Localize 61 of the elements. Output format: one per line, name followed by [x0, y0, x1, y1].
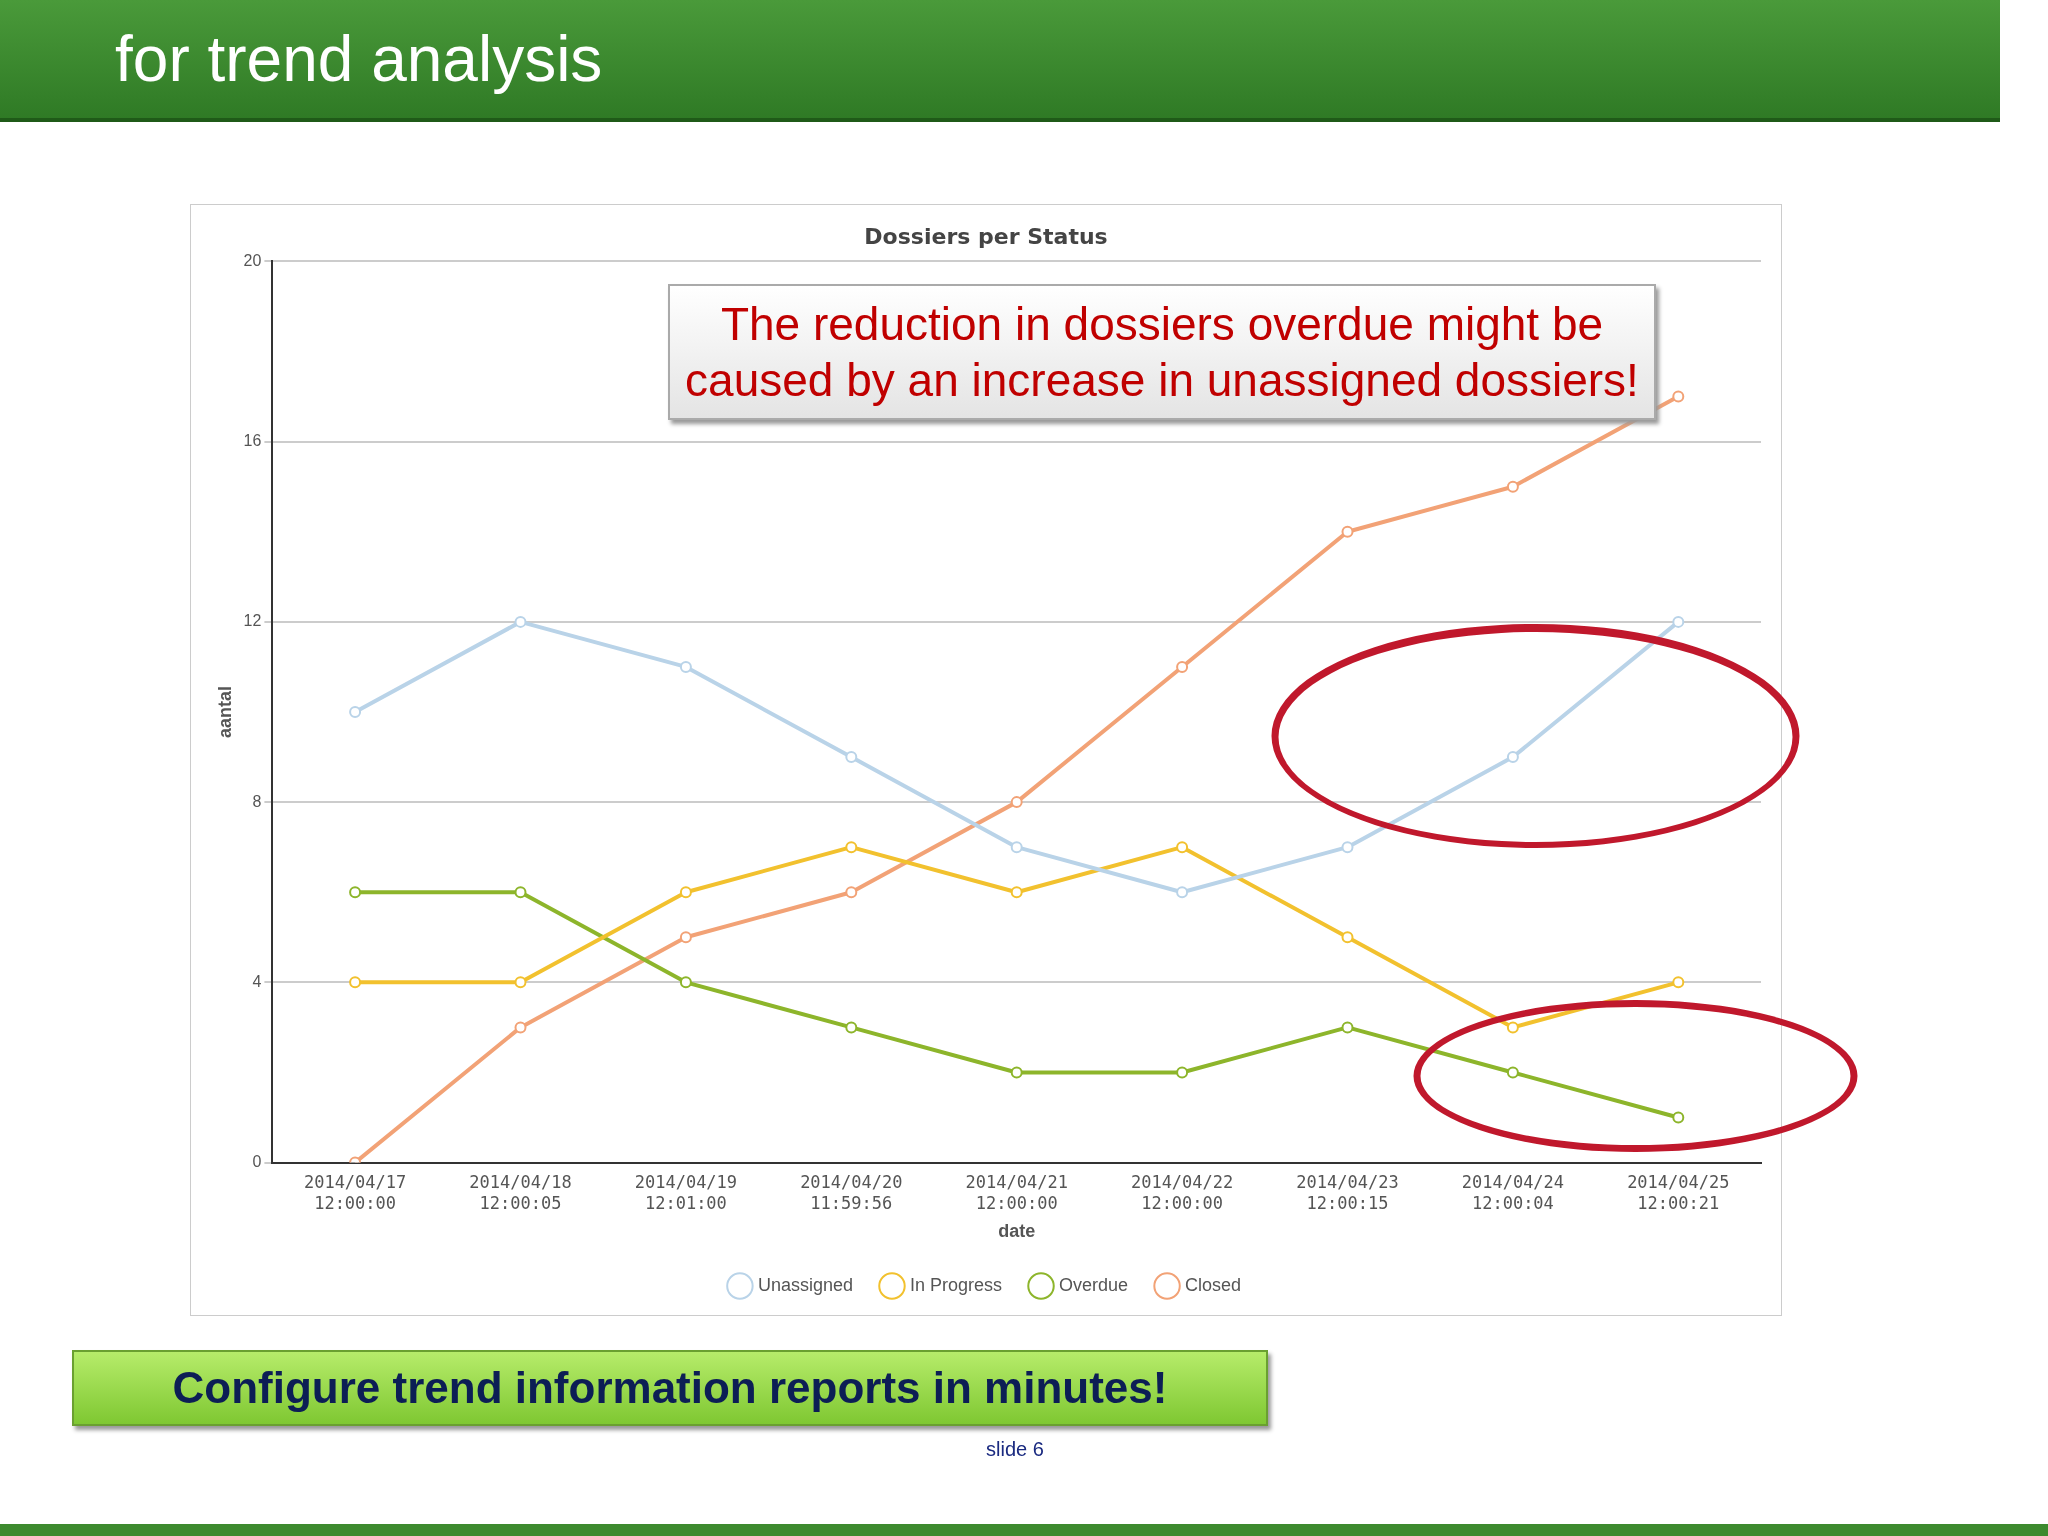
- point: [679, 660, 692, 673]
- x-tick-label: 2014/04/19 12:01:00: [634, 1172, 738, 1213]
- x-tick-label: 2014/04/24 12:00:04: [1461, 1172, 1565, 1213]
- x-tick-label: 2014/04/22 12:00:00: [1130, 1172, 1234, 1213]
- point: [1506, 1021, 1519, 1034]
- point: [1176, 886, 1189, 899]
- legend-label: In Progress: [909, 1274, 1003, 1295]
- text: for trend analysis: [115, 22, 603, 96]
- x-tick-label: 2014/04/23 12:00:15: [1296, 1172, 1399, 1213]
- x-tick-label: 2014/04/25 12:00:21: [1627, 1172, 1730, 1213]
- point: [1672, 615, 1685, 628]
- y-tick-label: 16: [243, 432, 262, 450]
- y-tick-label: 4: [252, 972, 262, 990]
- y-tick-label: 8: [252, 792, 262, 810]
- text: slide 6: [985, 1438, 1045, 1461]
- point: [679, 886, 692, 899]
- point: [1506, 1066, 1519, 1079]
- point: [845, 751, 858, 764]
- point: [514, 976, 527, 989]
- point: [1341, 1021, 1354, 1034]
- x-tick-label: 2014/04/21 12:00:00: [965, 1172, 1068, 1213]
- point: [514, 1021, 527, 1034]
- point: [1672, 390, 1685, 403]
- point: [1010, 886, 1023, 899]
- chart-title: Dossiers per Status: [864, 223, 1108, 249]
- x-axis-title: date: [998, 1221, 1036, 1242]
- point: [1506, 480, 1519, 493]
- point: [845, 841, 858, 854]
- point: [1341, 525, 1354, 538]
- point: [349, 976, 362, 989]
- point: [514, 886, 527, 899]
- y-tick-label: 0: [252, 1153, 262, 1171]
- x-tick-label: 2014/04/17 12:00:00: [303, 1172, 407, 1213]
- point: [679, 931, 692, 944]
- x-tick-label: 2014/04/18 12:00:05: [469, 1172, 572, 1213]
- legend-label: Overdue: [1059, 1274, 1129, 1295]
- point: [1341, 841, 1354, 854]
- annotation: The reduction in dossiers overdue might be caused by an increase in unassigned dossiers!: [668, 284, 1656, 420]
- legend-label: Unassigned: [757, 1274, 853, 1295]
- point: [1010, 796, 1023, 809]
- point: [1010, 841, 1023, 854]
- point: [349, 706, 362, 718]
- point: [1176, 660, 1189, 673]
- point: [1672, 1111, 1685, 1124]
- point: [845, 1021, 858, 1034]
- point: [845, 886, 858, 899]
- point: [1672, 976, 1685, 989]
- point: [679, 976, 692, 989]
- legend-label: Closed: [1185, 1274, 1242, 1295]
- point: [1176, 1066, 1189, 1079]
- point: [1010, 1066, 1023, 1079]
- point: [1176, 841, 1189, 854]
- y-tick-label: 20: [243, 251, 262, 269]
- y-axis-title: aantal: [214, 685, 235, 739]
- point: [349, 886, 362, 899]
- y-tick-label: 12: [243, 612, 262, 630]
- point: [514, 615, 527, 628]
- point: [1341, 931, 1354, 944]
- x-tick-label: 2014/04/20 11:59:56: [800, 1172, 903, 1213]
- point: [1506, 751, 1519, 764]
- text: Configure trend information reports in minutes!: [72, 1350, 1268, 1426]
